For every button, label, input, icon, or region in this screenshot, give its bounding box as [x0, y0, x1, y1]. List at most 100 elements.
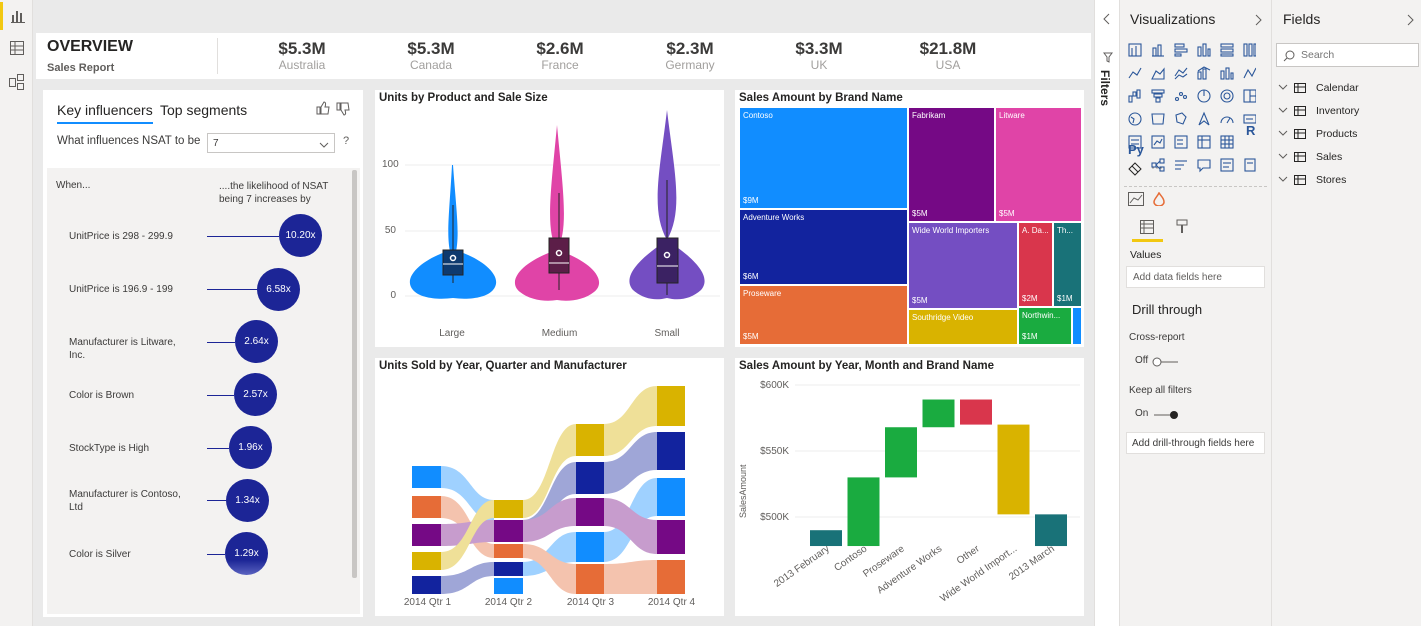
chevron-left-icon[interactable] [1102, 12, 1112, 30]
report-view-icon[interactable] [0, 2, 33, 30]
table-icon [1294, 175, 1306, 185]
drill-through-well[interactable]: Add drill-through fields here [1126, 432, 1265, 454]
model-view-icon[interactable] [0, 68, 33, 96]
influencer-bubble[interactable]: 2.57x [234, 373, 277, 416]
treemap-tile[interactable]: Th... $1M [1053, 222, 1082, 307]
power-apps-icon[interactable] [1128, 162, 1142, 181]
analytics-flame-icon[interactable] [1153, 191, 1165, 211]
treemap-tile[interactable]: Adventure Works $6M [739, 209, 908, 285]
card-icon [1243, 114, 1256, 124]
influencer-bubble[interactable]: 1.34x [226, 479, 269, 522]
more-visuals-icon[interactable]: ··· [1151, 160, 1163, 174]
data-view-icon[interactable] [0, 34, 33, 62]
cross-report-toggle[interactable] [1152, 355, 1180, 373]
y-tick-label: 100 [382, 159, 399, 170]
chevron-right-icon[interactable] [1254, 13, 1262, 31]
tab-key-influencers[interactable]: Key influencers [57, 102, 153, 124]
influencer-label[interactable]: UnitPrice is 196.9 - 199 [69, 284, 173, 295]
treemap-tile[interactable] [1072, 307, 1082, 345]
values-well[interactable]: Add data fields here [1126, 266, 1265, 288]
help-icon[interactable]: ? [343, 135, 350, 147]
field-table-stores[interactable]: Stores [1278, 174, 1346, 186]
waterfall-bar[interactable] [885, 427, 917, 478]
visual-title: Units by Product and Sale Size [379, 92, 548, 104]
arrow-icon [207, 289, 257, 290]
x-tick-label: Small [654, 328, 680, 339]
search-icon [1283, 49, 1295, 67]
chevron-right-icon[interactable] [1406, 13, 1414, 31]
treemap-tile[interactable]: Southridge Video [908, 309, 1018, 345]
x-tick-label: Medium [541, 328, 578, 339]
bar-chart-icon [1174, 43, 1188, 57]
divider [1124, 186, 1267, 187]
scrollbar[interactable] [352, 170, 357, 578]
waterfall-bar[interactable] [922, 399, 955, 428]
treemap-tile[interactable]: Proseware $5M [739, 285, 908, 345]
field-table-products[interactable]: Products [1278, 128, 1357, 140]
python-visual-icon[interactable]: Py [1128, 142, 1144, 157]
arrow-icon [207, 342, 235, 343]
field-table-inventory[interactable]: Inventory [1278, 105, 1359, 117]
treemap-tile[interactable]: Contoso $9M [739, 107, 908, 209]
pane-title: Visualizations [1130, 11, 1216, 27]
arrow-icon [207, 395, 234, 396]
influencer-label[interactable]: UnitPrice is 298 - 299.9 [69, 231, 173, 242]
report-header: OVERVIEW Sales Report $5.3M Australia $5.… [36, 33, 1091, 79]
treemap-tile[interactable]: Wide World Importers $5M [908, 222, 1018, 309]
field-table-calendar[interactable]: Calendar [1278, 82, 1359, 94]
line-column-icon [1197, 66, 1211, 80]
influencer-bubble[interactable]: 10.20x [279, 214, 322, 257]
influencer-label[interactable]: Manufacturer is Contoso, Ltd [69, 489, 181, 513]
influencer-label[interactable]: Manufacturer is Litware, Inc. [69, 337, 176, 361]
filters-pane[interactable]: Filters [1094, 0, 1120, 626]
search-input[interactable] [1301, 47, 1411, 63]
custom-visual-icon[interactable] [1128, 192, 1144, 211]
influencer-label[interactable]: Color is Silver [69, 549, 131, 560]
influencer-label[interactable]: Color is Brown [69, 390, 135, 401]
fields-tab-icon[interactable] [1139, 219, 1155, 240]
tile-name: Adventure Works [743, 213, 805, 222]
kpi-value: $2.3M [666, 39, 714, 58]
influencer-bubble[interactable]: 2.64x [235, 320, 278, 363]
waterfall-bar[interactable] [847, 477, 880, 547]
paginated-report-icon [1244, 158, 1256, 172]
fields-search[interactable] [1276, 43, 1419, 67]
influencers-list: When... ....the likelihood of NSAT being… [47, 168, 360, 614]
treemap-tile[interactable]: Litware $5M [995, 107, 1082, 222]
table-icon [1294, 152, 1306, 162]
keep-filters-toggle[interactable] [1152, 408, 1180, 426]
field-table-sales[interactable]: Sales [1278, 151, 1342, 163]
influencer-bubble[interactable]: 1.96x [229, 426, 272, 469]
tile-name: Contoso [743, 111, 773, 120]
thumbs-down-icon[interactable] [336, 102, 350, 121]
scatter-icon [1174, 91, 1188, 102]
pane-title: Fields [1283, 11, 1321, 27]
treemap-tile[interactable]: Northwin... $1M [1018, 307, 1072, 345]
waterfall-bar[interactable] [1035, 514, 1067, 547]
tile-name: Wide World Importers [912, 226, 990, 235]
tile-amount: $5M [912, 296, 928, 305]
influencer-label[interactable]: StockType is High [69, 443, 150, 454]
influencer-bubble[interactable]: 1.29x [225, 532, 268, 575]
treemap-tile[interactable]: A. Da... $2M [1018, 222, 1053, 307]
shape-map-icon [1175, 112, 1187, 125]
tab-top-segments[interactable]: Top segments [160, 102, 248, 118]
treemap-tile[interactable]: Fabrikam $5M [908, 107, 995, 222]
waterfall-bar[interactable] [997, 424, 1030, 515]
waterfall-bar[interactable] [960, 399, 992, 425]
thumbs-up-icon[interactable] [316, 101, 330, 120]
tile-amount: $5M [912, 209, 928, 218]
tile-amount: $5M [999, 209, 1015, 218]
format-brush-icon[interactable] [1175, 219, 1189, 240]
table-name: Calendar [1316, 82, 1359, 94]
visual-title: Sales Amount by Brand Name [739, 92, 903, 104]
influencer-bubble[interactable]: 6.58x [257, 268, 300, 311]
ribbon-chart [412, 386, 685, 594]
r-visual-icon[interactable]: R [1246, 123, 1256, 138]
x-tick-label: Other [955, 543, 982, 567]
nsat-value-select[interactable]: 7 [207, 133, 335, 153]
azure-map-icon [1198, 111, 1210, 126]
waterfall-bar[interactable] [810, 530, 842, 547]
clustered-column-icon [1152, 44, 1164, 57]
ribbon-chart-icon [1243, 67, 1256, 79]
